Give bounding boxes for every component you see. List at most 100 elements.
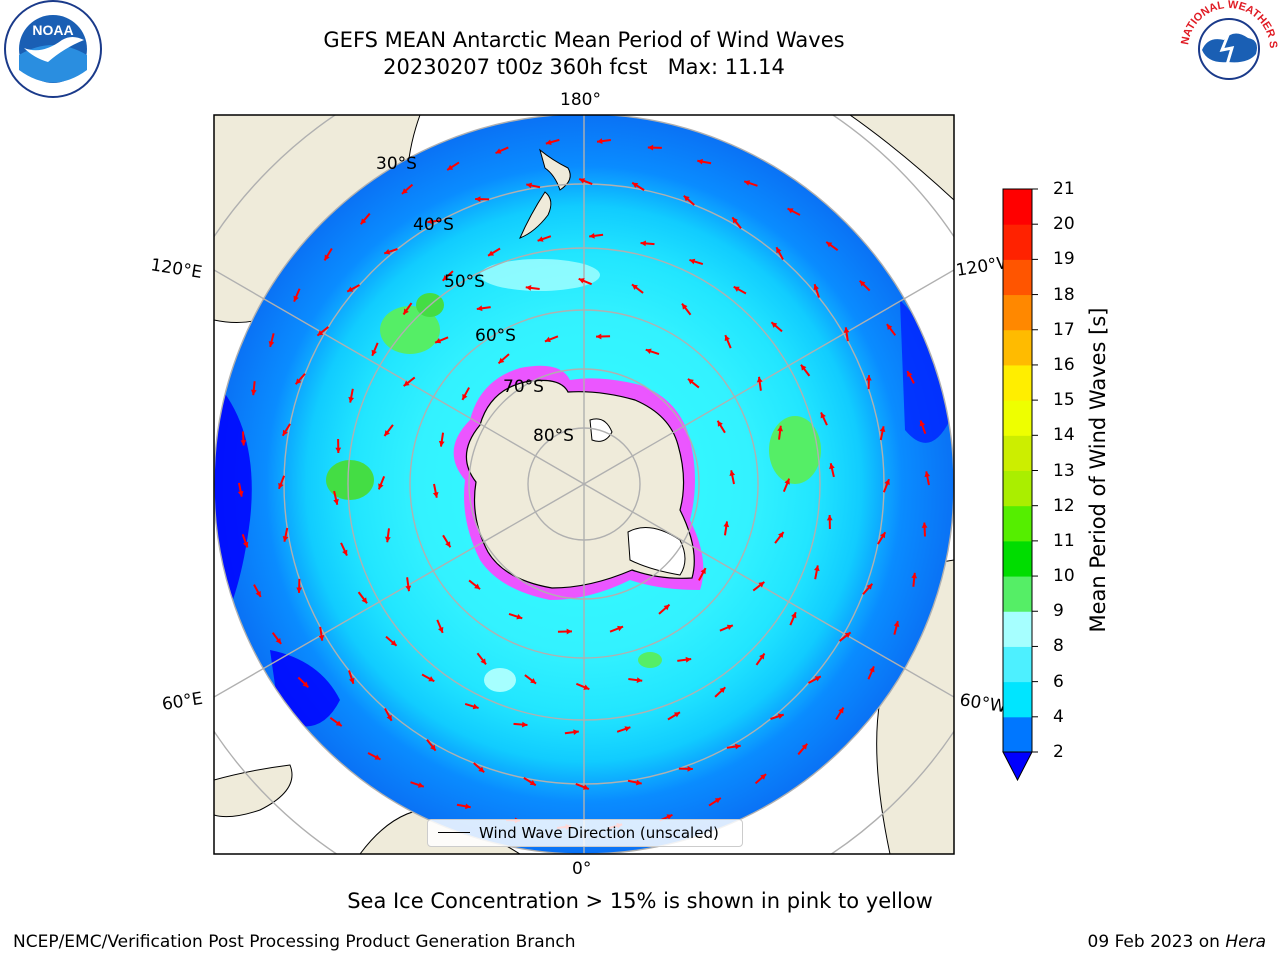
wave-direction-arrowhead bbox=[813, 284, 819, 291]
footer-date-text: 09 Feb 2023 on bbox=[1087, 932, 1226, 952]
colorbar-tick-label: 10 bbox=[1053, 566, 1075, 587]
wave-direction-arrowhead bbox=[348, 396, 354, 403]
wave-direction-arrowhead bbox=[814, 565, 820, 572]
wave-direction-arrowhead bbox=[635, 779, 642, 786]
wave-direction-arrowhead bbox=[282, 429, 288, 436]
colorbar-segment bbox=[1003, 576, 1032, 612]
wave-direction-arrowhead bbox=[371, 349, 377, 356]
wave-direction-arrowhead bbox=[777, 713, 784, 719]
wave-direction-arrowhead bbox=[526, 182, 533, 189]
wave-direction-arrowhead bbox=[921, 522, 928, 528]
colorbar-tick-label: 2 bbox=[1053, 742, 1064, 762]
wave-direction-arrowhead bbox=[776, 247, 782, 254]
wave-direction-arrowhead bbox=[640, 240, 647, 247]
wave-direction-arrowhead bbox=[384, 249, 391, 255]
wave-direction-arrowhead bbox=[386, 714, 392, 721]
wave-direction-arrowhead bbox=[826, 241, 833, 248]
wave-direction-arrowhead bbox=[843, 327, 850, 333]
wave-direction-arrowhead bbox=[293, 295, 299, 302]
wave-direction-arrowhead bbox=[689, 258, 696, 265]
colorbar-segment bbox=[1003, 400, 1032, 436]
chart-subtitle: 20230207 t00z 360h fcst Max: 11.14 bbox=[383, 55, 785, 79]
colorbar-segment bbox=[1003, 259, 1032, 296]
wave-direction-arrowhead bbox=[697, 158, 703, 165]
colorbar bbox=[1002, 188, 1038, 782]
colorbar-tick-label: 18 bbox=[1053, 284, 1075, 305]
wave-direction-arrowhead bbox=[685, 656, 692, 663]
wave-direction-arrowhead bbox=[545, 139, 552, 145]
wave-direction-arrowhead bbox=[700, 568, 706, 575]
wave-direction-arrowhead bbox=[488, 250, 495, 256]
colorbar-tick-label: 8 bbox=[1053, 636, 1064, 657]
graticule bbox=[214, 115, 954, 854]
wave-direction-arrowhead bbox=[624, 726, 631, 732]
wave-direction-arrowhead bbox=[787, 208, 794, 214]
wave-direction-arrowhead bbox=[865, 375, 872, 381]
wave-direction-arrowhead bbox=[760, 774, 767, 780]
wave-direction-arrowhead bbox=[814, 676, 821, 682]
wave-direction-arrowhead bbox=[250, 389, 257, 396]
wave-direction-arrowhead bbox=[589, 232, 595, 239]
wave-direction-arrowhead bbox=[566, 628, 572, 635]
wave-direction-arrowhead bbox=[335, 447, 342, 453]
wave-direction-arrowhead bbox=[726, 624, 733, 630]
wave-direction-arrowhead bbox=[435, 338, 442, 344]
colorbar-tick-label: 19 bbox=[1053, 249, 1075, 270]
wave-direction-arrowhead bbox=[442, 274, 449, 281]
wave-direction-arrowhead bbox=[296, 587, 303, 593]
wave-direction-arrowhead bbox=[282, 535, 289, 542]
sea-ice-note: Sea Ice Concentration > 15% is shown in … bbox=[347, 889, 933, 913]
wave-direction-arrowhead bbox=[744, 180, 751, 186]
wave-direction-arrowhead bbox=[758, 581, 765, 588]
new-zealand bbox=[519, 148, 571, 239]
colorbar-segment bbox=[1003, 294, 1032, 331]
lon-label-0: 0° bbox=[572, 859, 591, 879]
wave-direction-arrowhead bbox=[579, 178, 586, 184]
wave-direction-arrowhead bbox=[498, 357, 505, 364]
wave-direction-arrowhead bbox=[844, 632, 851, 638]
colorbar-tick-label: 20 bbox=[1053, 214, 1075, 235]
wave-direction-arrowhead bbox=[681, 303, 688, 310]
colorbar-segment bbox=[1003, 470, 1032, 507]
lat-label-50s: 50°S bbox=[444, 272, 485, 292]
wave-direction-arrowhead bbox=[475, 196, 481, 203]
colorbar-segment bbox=[1003, 716, 1032, 753]
wave-direction-arrowhead bbox=[919, 420, 926, 427]
wave-direction-arrowhead bbox=[596, 333, 602, 340]
footer-branch: NCEP/EMC/Verification Post Processing Pr… bbox=[13, 932, 576, 952]
wave-direction-arrowhead bbox=[714, 797, 721, 804]
wave-direction-arrowhead bbox=[777, 425, 783, 432]
wave-direction-arrowhead bbox=[347, 286, 354, 292]
wave-direction-arrowhead bbox=[687, 765, 693, 772]
wave-direction-arrowhead bbox=[866, 583, 873, 590]
wave-direction-arrowhead bbox=[361, 597, 368, 604]
wave-direction-arrowhead bbox=[631, 284, 638, 290]
wave-direction-arrowhead bbox=[349, 677, 355, 684]
wave-direction-arrowhead bbox=[255, 590, 261, 597]
wave-direction-arrowhead bbox=[478, 766, 485, 773]
wave-direction-arrowhead bbox=[771, 322, 778, 328]
wave-direction-arrowhead bbox=[525, 285, 532, 291]
wave-direction-arrowhead bbox=[784, 478, 790, 485]
colorbar-segment bbox=[1003, 611, 1032, 647]
colorbar-tick-label: 6 bbox=[1053, 671, 1064, 692]
wave-direction-arrowhead bbox=[302, 681, 309, 688]
wave-direction-arrowhead bbox=[733, 286, 740, 292]
wave-direction-arrowhead bbox=[403, 380, 410, 387]
colorbar-tick-label: 4 bbox=[1053, 706, 1064, 727]
wave-direction-arrowhead bbox=[401, 188, 408, 194]
wave-direction-arrowhead bbox=[820, 412, 826, 419]
lon-label-120e: 120°E bbox=[149, 255, 203, 283]
wave-direction-arrowhead bbox=[886, 324, 893, 331]
wave-direction-arrowhead bbox=[317, 330, 324, 336]
wave-direction-arrowhead bbox=[333, 498, 339, 505]
wave-direction-arrowhead bbox=[360, 218, 367, 225]
wave-direction-arrowhead bbox=[663, 604, 670, 611]
colorbar-tick-label: 14 bbox=[1053, 425, 1075, 446]
wave-direction-arrowhead bbox=[480, 658, 487, 665]
legend-line-sample bbox=[438, 832, 470, 833]
wave-direction-arrowhead bbox=[801, 743, 808, 750]
colorbar-tick-label: 15 bbox=[1053, 390, 1075, 411]
wave-direction-arrowhead bbox=[544, 336, 551, 343]
wave-direction-arrowhead bbox=[632, 182, 639, 188]
